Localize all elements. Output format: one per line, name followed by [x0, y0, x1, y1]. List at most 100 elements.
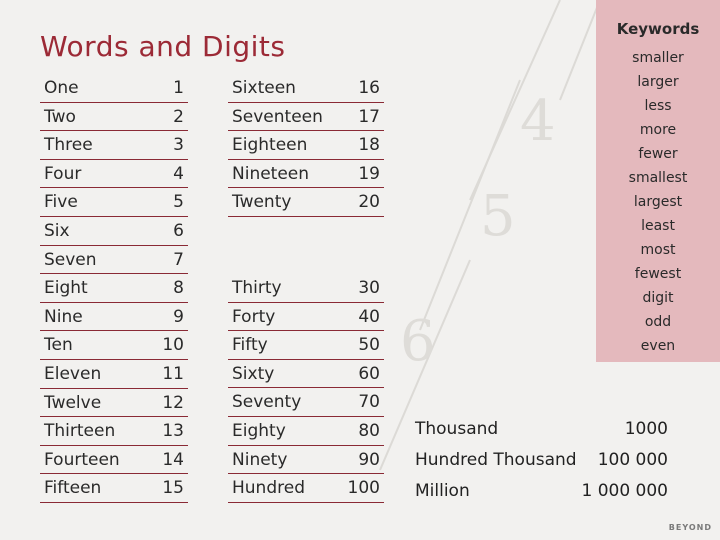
number-digit: 90	[358, 449, 380, 470]
number-word: Nineteen	[232, 163, 310, 184]
keyword-item: smallest	[628, 170, 688, 186]
number-digit: 2	[173, 106, 184, 127]
table-row: Seventy 70	[228, 388, 384, 417]
number-word: Hundred	[232, 478, 305, 499]
table-row: Seven 7	[40, 246, 188, 275]
number-word: Nine	[44, 306, 83, 327]
table-row: Seventeen 17	[228, 103, 384, 132]
table-row: Ninety 90	[228, 446, 384, 475]
number-digit: 70	[358, 392, 380, 413]
number-word: Thirteen	[44, 421, 116, 442]
table-row: Hundred 100	[228, 474, 384, 503]
number-digit: 8	[173, 278, 184, 299]
number-word: Five	[44, 192, 78, 213]
number-word: Two	[44, 106, 76, 127]
table-row: Two 2	[40, 103, 188, 132]
keyword-item: digit	[642, 290, 674, 306]
number-word: One	[44, 78, 79, 98]
number-digit: 1000	[624, 419, 668, 439]
keyword-item: fewest	[634, 266, 682, 282]
number-digit: 16	[358, 78, 380, 98]
table-row: Twenty 20	[228, 188, 384, 217]
keyword-item: odd	[644, 314, 672, 330]
number-digit: 10	[162, 335, 184, 356]
table-row: Nine 9	[40, 303, 188, 332]
table-row: Million 1 000 000	[412, 476, 670, 507]
number-word: Ninety	[232, 449, 288, 470]
table-row: Fifteen 15	[40, 474, 188, 503]
large-numbers: Thousand 1000 Hundred Thousand 100 000 Milli…	[412, 414, 670, 507]
number-word: Seventeen	[232, 106, 323, 127]
number-word: Seventy	[232, 392, 302, 413]
number-digit: 3	[173, 135, 184, 156]
table-row: Forty 40	[228, 303, 384, 332]
table-row: Eighteen 18	[228, 131, 384, 160]
number-word: Six	[44, 220, 70, 241]
number-word: Three	[44, 135, 93, 156]
keyword-item: fewer	[638, 146, 678, 162]
number-digit: 60	[358, 363, 380, 384]
table-row: Thirteen 13	[40, 417, 188, 446]
number-word: Thirty	[232, 278, 282, 298]
keyword-item: most	[640, 242, 676, 258]
table-row: Three 3	[40, 131, 188, 160]
table-row: Nineteen 19	[228, 160, 384, 189]
table-row: Ten 10	[40, 331, 188, 360]
number-word: Thousand	[415, 419, 499, 439]
number-word: Eleven	[44, 363, 102, 384]
number-digit: 40	[358, 306, 380, 327]
number-word: Forty	[232, 306, 276, 327]
table-row: Fourteen 14	[40, 446, 188, 475]
number-word: Fifteen	[44, 478, 102, 499]
table-row: Fifty 50	[228, 331, 384, 360]
number-word: Million	[415, 481, 470, 501]
number-word: Twenty	[232, 192, 292, 213]
number-digit: 20	[358, 192, 380, 213]
table-row: Sixty 60	[228, 360, 384, 389]
number-digit: 4	[173, 163, 184, 184]
number-digit: 100 000	[597, 450, 668, 470]
keyword-item: smaller	[632, 50, 684, 66]
table-row: Eighty 80	[228, 417, 384, 446]
number-digit: 11	[162, 363, 184, 384]
table-row: Four 4	[40, 160, 188, 189]
table-row: Eleven 11	[40, 360, 188, 389]
keyword-item: largest	[633, 194, 683, 210]
number-digit: 15	[162, 478, 184, 499]
keyword-item: least	[641, 218, 675, 234]
number-digit: 7	[173, 249, 184, 270]
number-digit: 12	[162, 392, 184, 413]
number-digit: 14	[162, 449, 184, 470]
table-row: Six 6	[40, 217, 188, 246]
table-row: Hundred Thousand 100 000	[412, 445, 670, 476]
number-word: Sixty	[232, 363, 275, 384]
number-digit: 17	[358, 106, 380, 127]
number-digit: 50	[358, 335, 380, 356]
number-digit: 18	[358, 135, 380, 156]
number-digit: 30	[358, 278, 380, 298]
number-word: Fourteen	[44, 449, 120, 470]
number-word: Fifty	[232, 335, 268, 356]
table-row: Thousand 1000	[412, 414, 670, 445]
number-digit: 5	[173, 192, 184, 213]
brand-logo: BEYOND	[668, 523, 712, 532]
number-digit: 80	[358, 420, 380, 441]
keyword-item: larger	[637, 74, 679, 90]
number-word: Eight	[44, 278, 88, 299]
svg-text:4: 4	[520, 89, 556, 154]
number-digit: 1	[173, 78, 184, 98]
number-word: Hundred Thousand	[415, 450, 577, 470]
number-word: Sixteen	[232, 78, 296, 98]
number-word: Ten	[44, 335, 73, 356]
number-word: Seven	[44, 249, 97, 270]
keyword-item: even	[640, 338, 676, 354]
table-row: Sixteen 16	[228, 74, 384, 103]
numbers-column-3: Thirty 30 Forty 40 Fifty 50 Sixty 60 Seventy 70 Ei…	[228, 274, 384, 503]
table-row: Five 5	[40, 188, 188, 217]
number-word: Twelve	[44, 392, 102, 413]
page-title: Words and Digits	[40, 30, 286, 63]
keyword-item: more	[639, 122, 677, 138]
number-word: Eighty	[232, 420, 286, 441]
keyword-item: less	[644, 98, 672, 114]
number-digit: 13	[162, 421, 184, 442]
